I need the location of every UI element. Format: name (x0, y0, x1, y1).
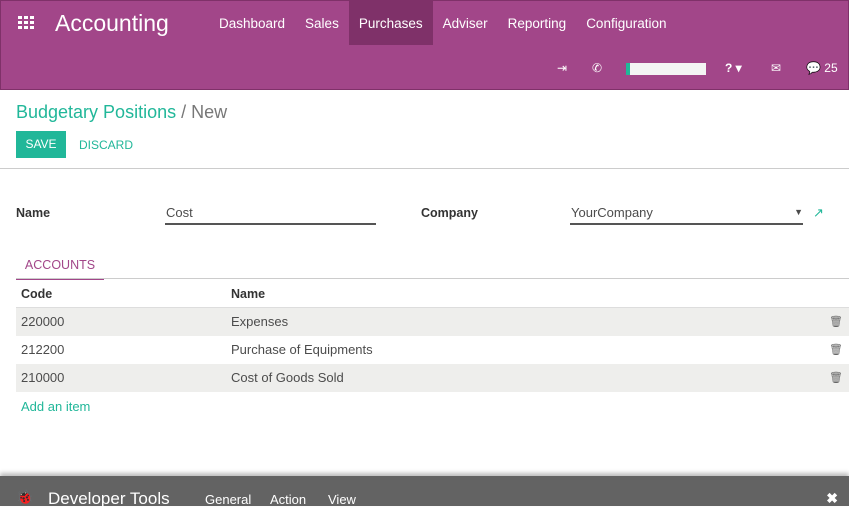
company-value: YourCompany (571, 205, 653, 220)
menu-purchases[interactable]: Purchases (348, 1, 433, 45)
discard-button[interactable]: DISCARD (79, 138, 134, 152)
menu-reporting[interactable]: Reporting (507, 16, 567, 31)
trash-icon[interactable]: 🗑 (829, 344, 843, 356)
tab-accounts[interactable]: ACCOUNTS (16, 256, 104, 280)
menu-sales[interactable]: Sales (305, 16, 339, 31)
company-label: Company (421, 206, 478, 220)
divider (0, 168, 849, 169)
table-row[interactable]: 220000 Expenses 🗑 (16, 308, 849, 336)
cell-code: 210000 (21, 370, 65, 385)
name-label: Name (16, 206, 51, 220)
app-title: Accounting (55, 10, 169, 36)
external-link-icon[interactable]: ↗ (813, 205, 824, 220)
bug-icon: 🐞 (16, 489, 34, 505)
table-row[interactable]: 210000 Cost of Goods Sold 🗑 (16, 364, 849, 392)
menu-dashboard[interactable]: Dashboard (219, 16, 286, 31)
breadcrumb-current: New (191, 102, 228, 122)
apps-grid-icon[interactable] (18, 16, 34, 29)
cell-name: Cost of Goods Sold (231, 370, 344, 385)
cell-name: Expenses (231, 314, 289, 329)
main-menu: Dashboard Sales Purchases Adviser Report… (209, 1, 677, 45)
chat-icon[interactable]: 💬 25 (806, 61, 838, 75)
devtools-menu-view[interactable]: View (328, 492, 356, 507)
devtools-menu-action[interactable]: Action (270, 492, 307, 507)
save-button[interactable]: SAVE (16, 131, 66, 158)
mail-icon[interactable]: ✉ (771, 61, 782, 75)
tab-divider (16, 278, 849, 279)
devtools-title: Developer Tools (48, 489, 170, 508)
developer-tools-bar: 🐞 Developer Tools General Action View ✖ (0, 476, 849, 508)
breadcrumb: Budgetary Positions / New (16, 102, 227, 123)
sign-in-icon[interactable]: ⇥ (557, 61, 568, 75)
trash-icon[interactable]: 🗑 (829, 372, 843, 384)
table-row[interactable]: 212200 Purchase of Equipments 🗑 (16, 336, 849, 364)
name-input[interactable]: Cost (165, 205, 376, 225)
company-select[interactable]: YourCompany ▼ (570, 205, 803, 225)
trash-icon[interactable]: 🗑 (829, 316, 843, 328)
devtools-menu-general[interactable]: General (205, 492, 252, 507)
menu-adviser[interactable]: Adviser (442, 16, 488, 31)
header-divider (16, 307, 849, 308)
help-dropdown-icon[interactable]: ? ▾ (725, 61, 742, 75)
cell-code: 220000 (21, 314, 65, 329)
breadcrumb-separator: / (181, 102, 187, 122)
cell-name: Purchase of Equipments (231, 342, 373, 357)
add-item-link[interactable]: Add an item (21, 399, 91, 414)
phone-icon[interactable]: ✆ (592, 61, 603, 75)
messages-count: 25 (824, 61, 838, 75)
breadcrumb-parent[interactable]: Budgetary Positions (16, 102, 177, 122)
menu-configuration[interactable]: Configuration (586, 16, 667, 31)
column-header-code[interactable]: Code (21, 287, 53, 301)
top-navbar: Accounting Dashboard Sales Purchases Adv… (0, 0, 849, 90)
column-header-name[interactable]: Name (231, 287, 266, 301)
close-icon[interactable]: ✖ (826, 490, 838, 506)
cell-code: 212200 (21, 342, 65, 357)
systray-search-input[interactable] (626, 63, 706, 75)
chevron-down-icon: ▼ (794, 207, 803, 217)
